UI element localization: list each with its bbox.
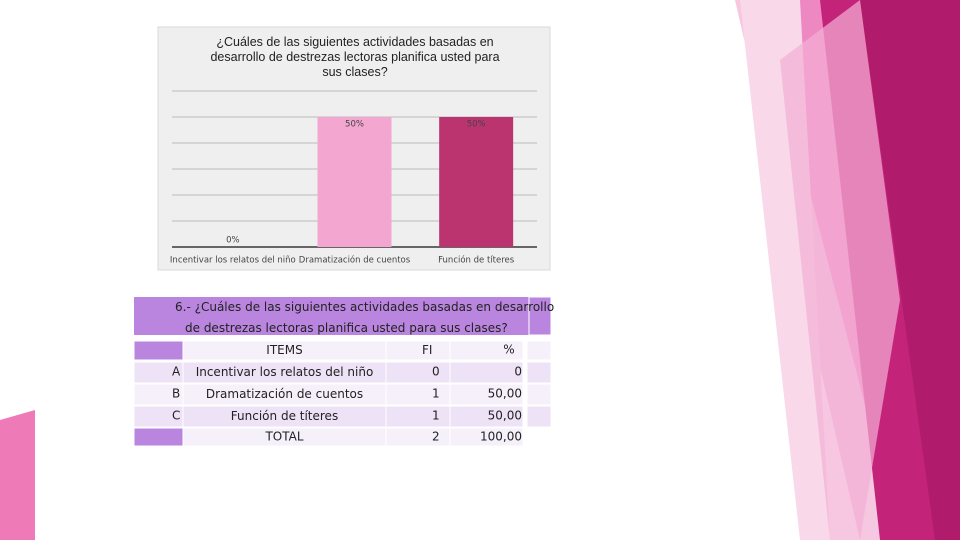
table-cell	[526, 405, 552, 428]
table-title: 6.- ¿Cuáles de las siguientes actividade…	[175, 300, 554, 335]
table-cell	[385, 361, 451, 384]
value-label: 50%	[345, 120, 364, 130]
table-text: 0	[432, 365, 440, 379]
table-text: %	[503, 343, 514, 357]
table-text: TOTAL	[264, 430, 303, 444]
table-text: 50,00	[488, 409, 522, 423]
table-text: 50,00	[488, 387, 522, 401]
table-text: 1	[432, 409, 440, 423]
table-cell	[449, 340, 524, 361]
table-text: C	[172, 409, 180, 423]
table-text: 100,00	[480, 430, 522, 444]
table-cell	[133, 427, 184, 447]
table-title-side	[528, 296, 552, 336]
table-text: 2	[432, 430, 440, 444]
table-cell	[385, 427, 451, 447]
table-text: 1	[432, 387, 440, 401]
table-cell	[133, 340, 184, 361]
table-text: ITEMS	[266, 343, 302, 357]
chart-title: ¿Cuáles de las siguientes actividades ba…	[210, 35, 499, 79]
table-text: FI	[422, 343, 432, 357]
table-text: A	[172, 365, 181, 379]
table-cell	[526, 340, 552, 361]
table-cell	[526, 383, 552, 406]
table-cell	[385, 340, 451, 361]
table-cell	[385, 383, 451, 406]
table-cell	[526, 361, 552, 384]
table-text: Función de títeres	[231, 409, 338, 423]
bar	[317, 117, 392, 247]
chart-title-text: ¿Cuáles de las siguientes actividades ba…	[210, 35, 499, 79]
table-cell	[449, 405, 524, 428]
table-text: B	[172, 387, 180, 401]
table-text: Dramatización de cuentos	[206, 387, 363, 401]
table-cell	[449, 427, 524, 447]
table-cell	[385, 405, 451, 428]
table-cell	[449, 361, 524, 384]
value-label: 0%	[226, 236, 240, 246]
x-tick-label: Dramatización de cuentos	[299, 255, 411, 266]
x-tick-label: Incentivar los relatos del niño	[170, 256, 296, 266]
x-tick-label: Función de títeres	[438, 255, 515, 266]
table-title-bg	[134, 297, 529, 335]
value-label: 50%	[467, 120, 486, 130]
bar	[439, 117, 514, 247]
table-text: Incentivar los relatos del niño	[196, 365, 374, 379]
table-cell	[449, 383, 524, 406]
table-text: 0	[514, 365, 522, 379]
